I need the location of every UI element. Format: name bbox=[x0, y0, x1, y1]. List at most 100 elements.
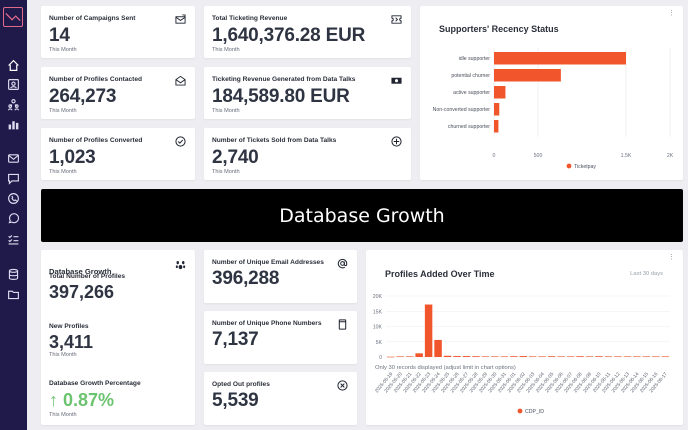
whatsapp-icon[interactable] bbox=[5, 210, 22, 227]
kpi-period: This Month bbox=[212, 108, 240, 114]
bar bbox=[481, 356, 490, 357]
more-options-icon[interactable]: ⋮ bbox=[668, 10, 675, 17]
bar bbox=[623, 356, 632, 357]
new-profiles-label: New Profiles bbox=[49, 323, 89, 330]
profiles-added-chart-card: Profiles Added Over Time Last 30 days ⋮ … bbox=[366, 250, 683, 425]
legend-label: CDP_ID bbox=[525, 409, 544, 415]
database-icon[interactable] bbox=[5, 266, 22, 283]
bar-chart-icon[interactable] bbox=[5, 116, 22, 133]
bar bbox=[462, 356, 471, 357]
chart-title: Supporters' Recency Status bbox=[439, 24, 559, 34]
recency-chart-card: Supporters' Recency Status ⋮ 0 500 1.5K 2K i… bbox=[420, 6, 683, 180]
category-label: active supporter bbox=[453, 90, 490, 96]
bar bbox=[510, 356, 518, 357]
mail-icon[interactable] bbox=[5, 150, 22, 167]
y-tick-label: 10K bbox=[373, 325, 383, 331]
total-profiles-label: Total Number of Profiles bbox=[49, 273, 126, 280]
bar bbox=[491, 356, 499, 357]
paw-icon bbox=[175, 259, 186, 270]
bar bbox=[494, 86, 506, 99]
legend-label: Ticketpay bbox=[574, 164, 596, 170]
open-envelope-icon bbox=[175, 75, 186, 86]
bar bbox=[538, 356, 546, 357]
bar bbox=[529, 356, 537, 357]
kpi-card-profiles-contacted: Number of Profiles Contacted 264,273 Thi… bbox=[41, 67, 195, 119]
category-label: idle supporter bbox=[459, 56, 491, 62]
ticket-icon bbox=[391, 14, 402, 25]
legend-swatch bbox=[566, 163, 572, 169]
bar bbox=[566, 356, 575, 357]
x-tick-label: 2K bbox=[667, 153, 674, 159]
bar bbox=[405, 356, 414, 357]
y-tick-label: 15K bbox=[373, 309, 383, 315]
bar bbox=[661, 356, 669, 357]
kpi-period: This Month bbox=[212, 169, 240, 175]
x-tick-label: 0 bbox=[493, 153, 496, 159]
profile-card-icon[interactable] bbox=[5, 76, 22, 93]
kpi-value: 7,137 bbox=[212, 329, 259, 350]
growth-percentage-number: 0.87% bbox=[63, 390, 115, 410]
logo[interactable] bbox=[3, 7, 23, 27]
cash-icon bbox=[391, 75, 402, 86]
category-label: potential churner bbox=[451, 73, 490, 79]
x-tick-label: 500 bbox=[534, 153, 543, 159]
bar bbox=[494, 52, 626, 65]
phone-icon[interactable] bbox=[5, 190, 22, 207]
category-label: churned supporter bbox=[448, 124, 490, 130]
database-growth-card: Database Growth Total Number of Profiles… bbox=[41, 250, 195, 425]
section-banner: Database Growth bbox=[41, 189, 683, 242]
bar bbox=[443, 355, 452, 357]
kpi-label: Total Ticketing Revenue bbox=[212, 15, 288, 22]
kpi-period: This Month bbox=[49, 169, 77, 175]
kpi-value: 184,589.80 EUR bbox=[212, 86, 350, 107]
bar bbox=[500, 356, 509, 357]
kpi-card-ticketing-revenue: Total Ticketing Revenue 1,640,376.28 EUR… bbox=[204, 6, 411, 58]
chat-icon[interactable] bbox=[5, 170, 22, 187]
growth-percentage-period: This Month bbox=[49, 412, 77, 418]
kpi-label: Number of Campaigns Sent bbox=[49, 15, 136, 22]
plus-circle-icon bbox=[391, 136, 402, 147]
profiles-added-bar-chart: 05K10K15K20K2025-05-192025-05-202025-05-… bbox=[373, 294, 670, 415]
bar bbox=[642, 356, 651, 357]
bar bbox=[387, 356, 395, 358]
kpi-label: Number of Tickets Sold from Data Talks bbox=[212, 137, 337, 144]
kpi-value: 264,273 bbox=[49, 86, 117, 107]
kpi-value: 5,539 bbox=[212, 390, 259, 411]
bar bbox=[434, 339, 442, 357]
bar bbox=[494, 103, 500, 116]
kpi-label: Opted Out profiles bbox=[212, 381, 270, 388]
kpi-label: Number of Profiles Contacted bbox=[49, 76, 143, 83]
bar bbox=[547, 356, 556, 357]
legend-swatch bbox=[517, 408, 523, 414]
kpi-value: 396,288 bbox=[212, 268, 280, 289]
card-title: Database Growth bbox=[49, 267, 112, 276]
kpi-period: This Month bbox=[49, 108, 77, 114]
bar bbox=[633, 356, 641, 357]
checklist-icon[interactable] bbox=[5, 231, 22, 248]
more-options-icon[interactable]: ⋮ bbox=[668, 254, 675, 261]
users-icon[interactable] bbox=[5, 96, 22, 113]
bar bbox=[614, 356, 622, 357]
unique-emails-card: Number of Unique Email Addresses 396,288 bbox=[204, 250, 357, 303]
bar bbox=[557, 356, 565, 357]
new-profiles-period: This Month bbox=[49, 352, 77, 358]
kpi-label: Ticketing Revenue Generated from Data Ta… bbox=[212, 76, 356, 83]
folder-icon[interactable] bbox=[5, 286, 22, 303]
home-icon[interactable] bbox=[5, 57, 22, 74]
kpi-card-revenue-data-talks: Ticketing Revenue Generated from Data Ta… bbox=[204, 67, 411, 119]
bar bbox=[453, 356, 461, 357]
category-label: Non-converted supporter bbox=[433, 107, 491, 113]
y-tick-label: 20K bbox=[373, 294, 383, 300]
bar bbox=[472, 356, 480, 357]
x-tick-label: 1.5K bbox=[621, 153, 632, 159]
kpi-label: Number of Profiles Converted bbox=[49, 137, 143, 144]
y-tick-label: 0 bbox=[379, 355, 382, 361]
recency-bar-chart: 0 500 1.5K 2K idle supporter potential churne… bbox=[433, 48, 674, 170]
bar bbox=[604, 356, 613, 357]
check-circle-icon bbox=[175, 136, 186, 147]
at-icon bbox=[337, 258, 348, 269]
sidebar bbox=[0, 0, 27, 430]
bar bbox=[585, 356, 594, 357]
bar bbox=[424, 304, 433, 357]
kpi-period: This Month bbox=[49, 47, 77, 53]
